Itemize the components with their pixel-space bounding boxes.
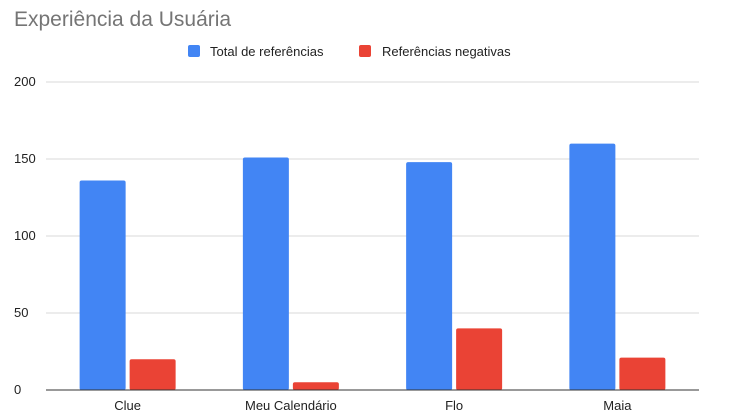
bar-negative bbox=[129, 359, 176, 390]
bar-total bbox=[79, 180, 126, 390]
legend-swatch-negative bbox=[359, 45, 371, 57]
y-tick-label: 0 bbox=[14, 382, 21, 397]
x-tick-label: Clue bbox=[114, 398, 141, 413]
x-axis: Clue Meu Calendário Flo Maia bbox=[46, 389, 699, 413]
y-axis: 0 50 100 150 200 bbox=[14, 74, 36, 397]
x-tick-label: Meu Calendário bbox=[245, 398, 337, 413]
bar-total bbox=[242, 157, 289, 390]
chart-title: Experiência da Usuária bbox=[14, 8, 231, 31]
x-tick-label: Maia bbox=[603, 398, 632, 413]
y-tick-label: 200 bbox=[14, 74, 36, 89]
bar-negative bbox=[456, 328, 503, 390]
legend: Total de referências Referências negativ… bbox=[188, 44, 511, 59]
y-tick-label: 150 bbox=[14, 151, 36, 166]
bar-negative bbox=[619, 357, 666, 390]
bars bbox=[79, 143, 666, 390]
bar-total bbox=[569, 143, 616, 390]
legend-label-negative: Referências negativas bbox=[382, 44, 511, 59]
y-tick-label: 50 bbox=[14, 305, 28, 320]
bar-total bbox=[406, 162, 453, 390]
legend-label-total: Total de referências bbox=[210, 44, 324, 59]
x-tick-label: Flo bbox=[445, 398, 463, 413]
legend-swatch-total bbox=[188, 45, 200, 57]
bar-negative bbox=[292, 382, 339, 390]
y-tick-label: 100 bbox=[14, 228, 36, 243]
